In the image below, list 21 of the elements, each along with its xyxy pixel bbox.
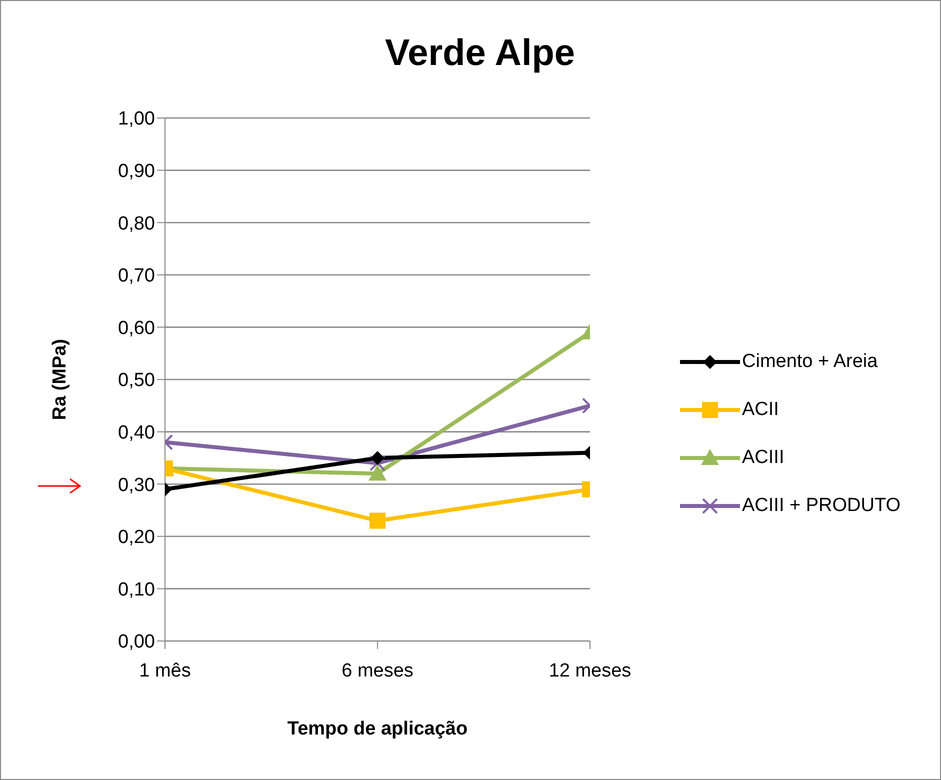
x-tick-label: 6 meses: [342, 660, 414, 682]
y-tick-label: 0,30: [118, 474, 155, 496]
x-tick-label: 12 meses: [548, 660, 632, 682]
chart-title: Verde Alpe: [384, 32, 576, 74]
y-tick-label: 0,00: [118, 632, 155, 653]
y-tick-label: 0,60: [118, 318, 155, 339]
y-tick-label: 1,00: [118, 108, 155, 130]
y-tick-label: 0,70: [118, 266, 155, 287]
y-axis-title: Ra (MPa): [50, 338, 71, 420]
legend-label: ACII: [742, 399, 779, 421]
x-tick-label: 1 mês: [139, 660, 191, 682]
y-tick-label: 0,80: [118, 213, 155, 234]
x-axis-title: Tempo de aplicação: [287, 718, 468, 740]
y-tick-label: 0,10: [118, 579, 155, 600]
y-tick-label: 0,50: [118, 370, 155, 392]
y-tick-label: 0,90: [118, 161, 155, 182]
y-tick-label: 0,20: [118, 527, 155, 548]
legend-label: ACIII + PRODUTO: [742, 495, 901, 517]
legend-label: Cimento + Areia: [742, 351, 878, 373]
y-tick-label: 0,40: [118, 422, 155, 444]
legend-label: ACIII: [742, 447, 784, 469]
